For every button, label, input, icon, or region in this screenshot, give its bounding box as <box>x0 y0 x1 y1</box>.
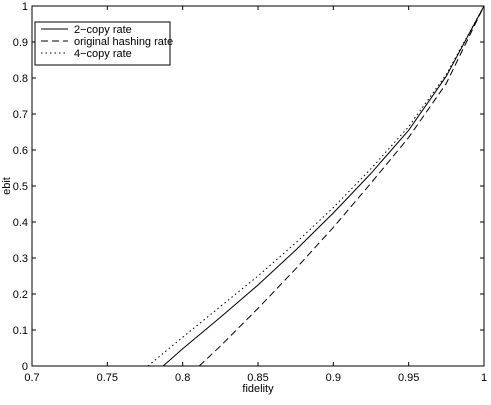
legend-label-0: 2−copy rate <box>74 24 132 36</box>
y-tick-label: 0.9 <box>13 37 28 49</box>
x-tick-label: 1 <box>481 372 487 384</box>
y-axis-label: ebit <box>1 177 13 195</box>
y-axis: 0 0.1 0.2 0.3 0.4 0.5 0.6 0.7 0.8 0.9 1 <box>13 1 484 373</box>
series-layer <box>147 5 485 367</box>
y-tick-label: 0.7 <box>13 109 28 121</box>
y-tick-label: 1 <box>22 1 28 13</box>
y-tick-label: 0 <box>22 361 28 373</box>
x-axis-label: fidelity <box>242 383 274 395</box>
y-tick-label: 0.1 <box>13 325 28 337</box>
series-line-0 <box>162 5 485 367</box>
y-tick-label: 0.5 <box>13 181 28 193</box>
x-tick-label: 0.9 <box>326 372 341 384</box>
x-tick-label: 0.75 <box>97 372 118 384</box>
x-tick-label: 0.95 <box>398 372 419 384</box>
series-line-1 <box>198 5 485 367</box>
y-tick-label: 0.2 <box>13 289 28 301</box>
legend-label-1: original hashing rate <box>74 36 173 48</box>
x-tick-label: 0.85 <box>247 372 268 384</box>
y-tick-label: 0.3 <box>13 253 28 265</box>
plot-area <box>31 5 485 367</box>
x-tick-label: 0.8 <box>175 372 190 384</box>
y-tick-label: 0.4 <box>13 217 28 229</box>
legend-label-2: 4−copy rate <box>74 48 132 60</box>
x-axis: 0.7 0.75 0.8 0.85 0.9 0.95 1 <box>24 6 487 384</box>
y-tick-label: 0.6 <box>13 145 28 157</box>
y-tick-label: 0.8 <box>13 73 28 85</box>
x-tick-label: 0.7 <box>24 372 39 384</box>
